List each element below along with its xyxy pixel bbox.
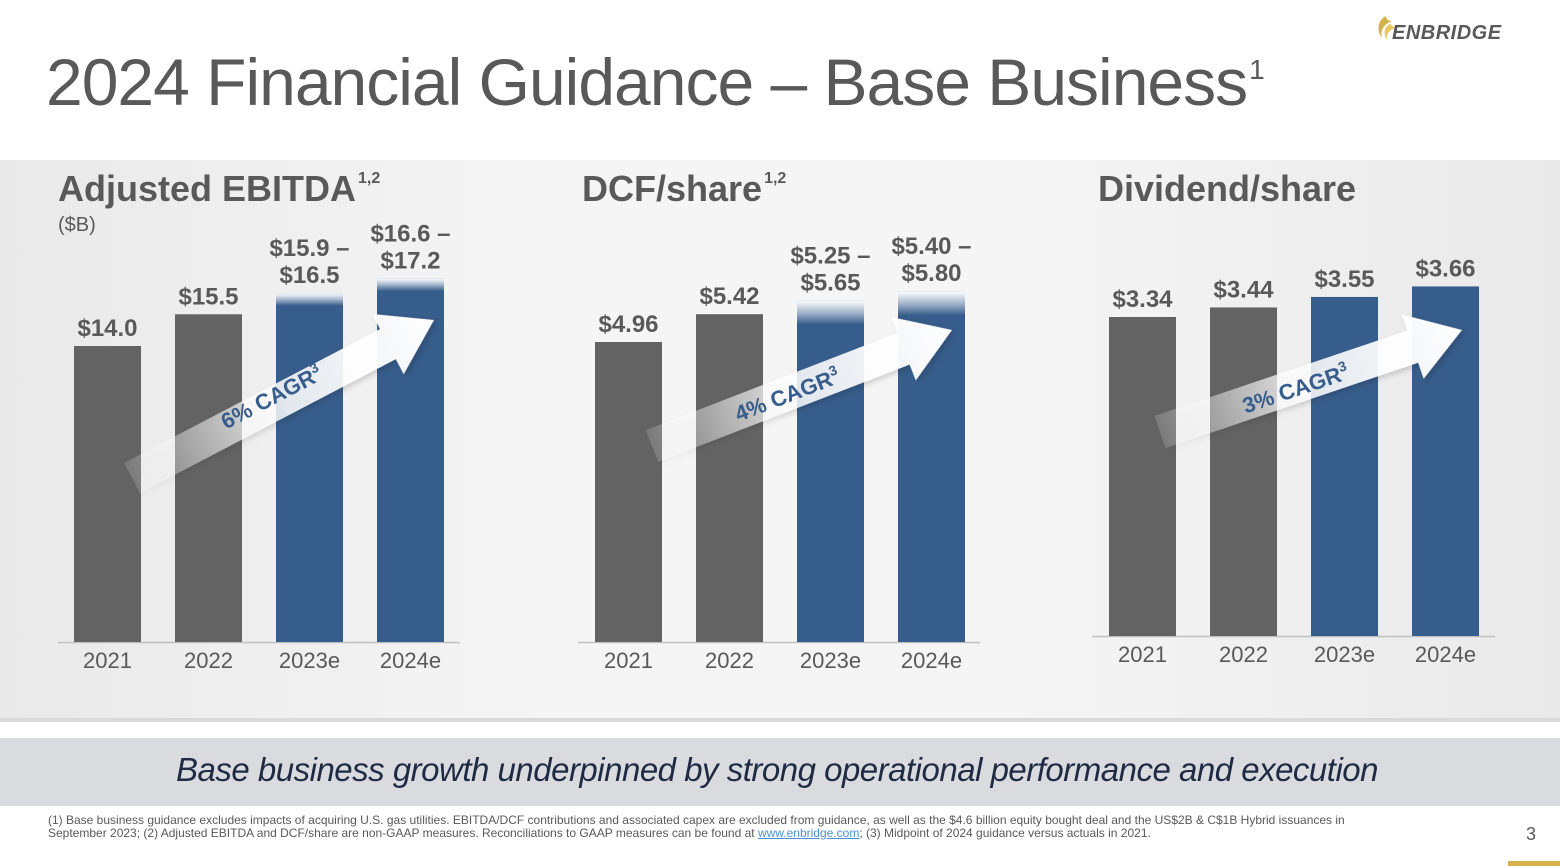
value-label: $3.44 <box>1213 276 1274 303</box>
value-label: $3.66 <box>1415 255 1475 282</box>
enbridge-logo: ENBRIDGE <box>1370 12 1520 46</box>
bar-2021 <box>595 342 662 642</box>
page-title: 2024 Financial Guidance – Base Business1 <box>46 45 1265 119</box>
value-label: $5.65 <box>800 269 860 296</box>
page-number: 3 <box>1526 824 1537 844</box>
value-label: $4.96 <box>598 311 658 338</box>
category-label: 2021 <box>604 648 653 673</box>
category-label: 2021 <box>83 648 132 673</box>
footnote-text-1: (1) Base business guidance excludes impa… <box>48 813 1345 840</box>
range-cap-2023e <box>276 293 343 306</box>
category-label: 2024e <box>1415 642 1476 667</box>
cagr-arrow-shape <box>645 317 953 462</box>
value-label: $5.80 <box>901 260 961 287</box>
bar-2023e <box>276 293 343 642</box>
enbridge-flame-icon <box>1378 16 1395 40</box>
category-label: 2024e <box>380 648 441 673</box>
value-label: $15.5 <box>178 283 238 310</box>
bar-2021 <box>1109 317 1176 636</box>
category-label: 2023e <box>800 648 861 673</box>
tagline: Base business growth underpinned by stro… <box>176 751 1378 788</box>
value-label: $15.9 – <box>269 235 349 262</box>
ebitda-chart-unit: ($B) <box>58 214 96 236</box>
value-label: $14.0 <box>77 315 137 342</box>
range-cap-2023e <box>797 300 864 325</box>
cagr-arrow <box>1154 314 1462 449</box>
dcf-chart-title: DCF/share 1,2 <box>582 168 787 209</box>
value-label: $17.2 <box>380 247 440 274</box>
dividend-chart-title: Dividend/share <box>1098 168 1357 209</box>
category-label: 2024e <box>901 648 962 673</box>
bar-2022 <box>696 314 763 642</box>
chart-band-divider <box>0 718 1560 722</box>
cagr-arrow-shape <box>1154 314 1462 449</box>
cagr-arrow <box>645 317 953 462</box>
corner-accent <box>1508 861 1560 866</box>
chart-panel-0: $14.0 2021 $15.5 2022 $15.9 –$16.5 2023e $16.6… <box>58 220 460 673</box>
value-label: $3.34 <box>1112 286 1173 313</box>
bar-2022 <box>1210 307 1277 636</box>
footnote-text-2: ; (3) Midpoint of 2024 guidance versus a… <box>859 826 1151 840</box>
value-label: $16.6 – <box>370 220 450 247</box>
value-label: $5.25 – <box>790 242 870 269</box>
category-label: 2023e <box>279 648 340 673</box>
chart-band <box>0 160 1560 722</box>
chart-panel-2: $3.342021$3.442022$3.552023e$3.662024e3%… <box>1092 255 1495 667</box>
category-label: 2022 <box>1219 642 1268 667</box>
value-label: $3.55 <box>1314 266 1374 293</box>
ebitda-chart-title: Adjusted EBITDA 1,2 <box>58 168 381 209</box>
title-footnote-ref: 1 <box>1249 54 1265 85</box>
footnote: (1) Base business guidance excludes impa… <box>48 814 1368 840</box>
chart-panel-1: $4.96 2021 $5.42 2022 $5.25 –$5.65 2023e $5.40… <box>578 233 980 673</box>
range-cap-2024e <box>377 278 444 292</box>
bar-2021 <box>74 346 141 642</box>
value-label: $5.42 <box>699 283 759 310</box>
category-label: 2022 <box>184 648 233 673</box>
value-label: $5.40 – <box>891 233 971 260</box>
cagr-arrow <box>124 313 434 494</box>
range-cap-2024e <box>898 291 965 316</box>
tagline-band <box>0 738 1560 806</box>
enbridge-website-link[interactable]: www.enbridge.com <box>757 826 860 840</box>
category-label: 2023e <box>1314 642 1375 667</box>
logo-text: ENBRIDGE <box>1392 22 1502 44</box>
category-label: 2021 <box>1118 642 1167 667</box>
cagr-arrow-shape <box>124 313 434 494</box>
value-label: $16.5 <box>279 262 339 289</box>
category-label: 2022 <box>705 648 754 673</box>
bar-2022 <box>175 314 242 642</box>
